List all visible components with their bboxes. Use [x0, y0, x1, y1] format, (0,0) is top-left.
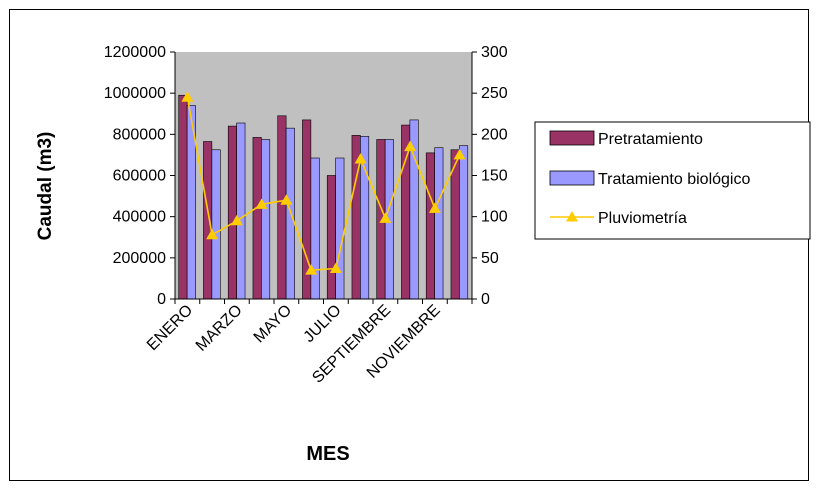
x-axis-title: MES	[306, 443, 349, 465]
bar	[236, 122, 246, 300]
bar	[211, 149, 221, 300]
y-tick-label: 200000	[113, 250, 166, 267]
legend-label: Tratamiento biológico	[598, 171, 750, 188]
legend-label: Pluviometría	[598, 210, 687, 227]
legend-swatch	[549, 170, 595, 186]
line-marker	[280, 194, 293, 205]
legend: Pretratamiento Tratamiento biológico Pluvi…	[534, 121, 811, 240]
x-tick-label: MAYO	[251, 302, 296, 347]
y-tick-label: 400000	[113, 209, 166, 226]
line-marker	[453, 148, 466, 160]
bar	[203, 141, 213, 300]
line-marker	[255, 198, 268, 209]
line-marker	[206, 228, 219, 240]
line-marker	[230, 214, 243, 226]
bar	[178, 94, 188, 300]
line-marker	[181, 91, 194, 102]
bar	[434, 147, 444, 300]
bar	[459, 145, 469, 300]
x-tick-label: JULIO	[301, 302, 345, 346]
y-tick-label: 1000000	[104, 85, 166, 102]
x-tick-label: ENERO	[144, 302, 196, 354]
line-group	[181, 91, 466, 275]
line-marker	[329, 262, 342, 274]
y2-tick-label: 150	[481, 168, 508, 185]
y-axis-title: Caudal (m3)	[35, 132, 56, 241]
y-tick-label: 600000	[113, 168, 166, 185]
y-tick-label: 800000	[113, 126, 166, 143]
bar	[252, 137, 262, 300]
y2-tick-label: 50	[481, 250, 499, 267]
line-marker	[404, 140, 417, 152]
y2-tick-label: 0	[481, 291, 490, 308]
y2-tick-label: 300	[481, 44, 508, 61]
legend-swatch	[549, 130, 595, 146]
y2-tick-label: 200	[481, 126, 508, 143]
legend-marker	[566, 211, 578, 222]
y-tick-label: 0	[157, 291, 166, 308]
bar	[425, 152, 435, 300]
bar	[261, 139, 271, 300]
bar	[335, 157, 345, 300]
legend-label: Pretratamiento	[598, 131, 703, 148]
line-marker	[428, 202, 441, 213]
y2-tick-label: 100	[481, 209, 508, 226]
bar	[277, 115, 287, 300]
y-tick-label: 1200000	[104, 44, 166, 61]
line-marker	[305, 264, 318, 275]
line-marker	[354, 153, 367, 164]
x-tick-label: MARZO	[193, 302, 246, 355]
bar	[326, 175, 336, 300]
bar	[227, 125, 237, 300]
y2-tick-label: 250	[481, 85, 508, 102]
bar-group	[178, 94, 469, 300]
bar	[310, 157, 320, 300]
line-marker	[379, 212, 392, 223]
